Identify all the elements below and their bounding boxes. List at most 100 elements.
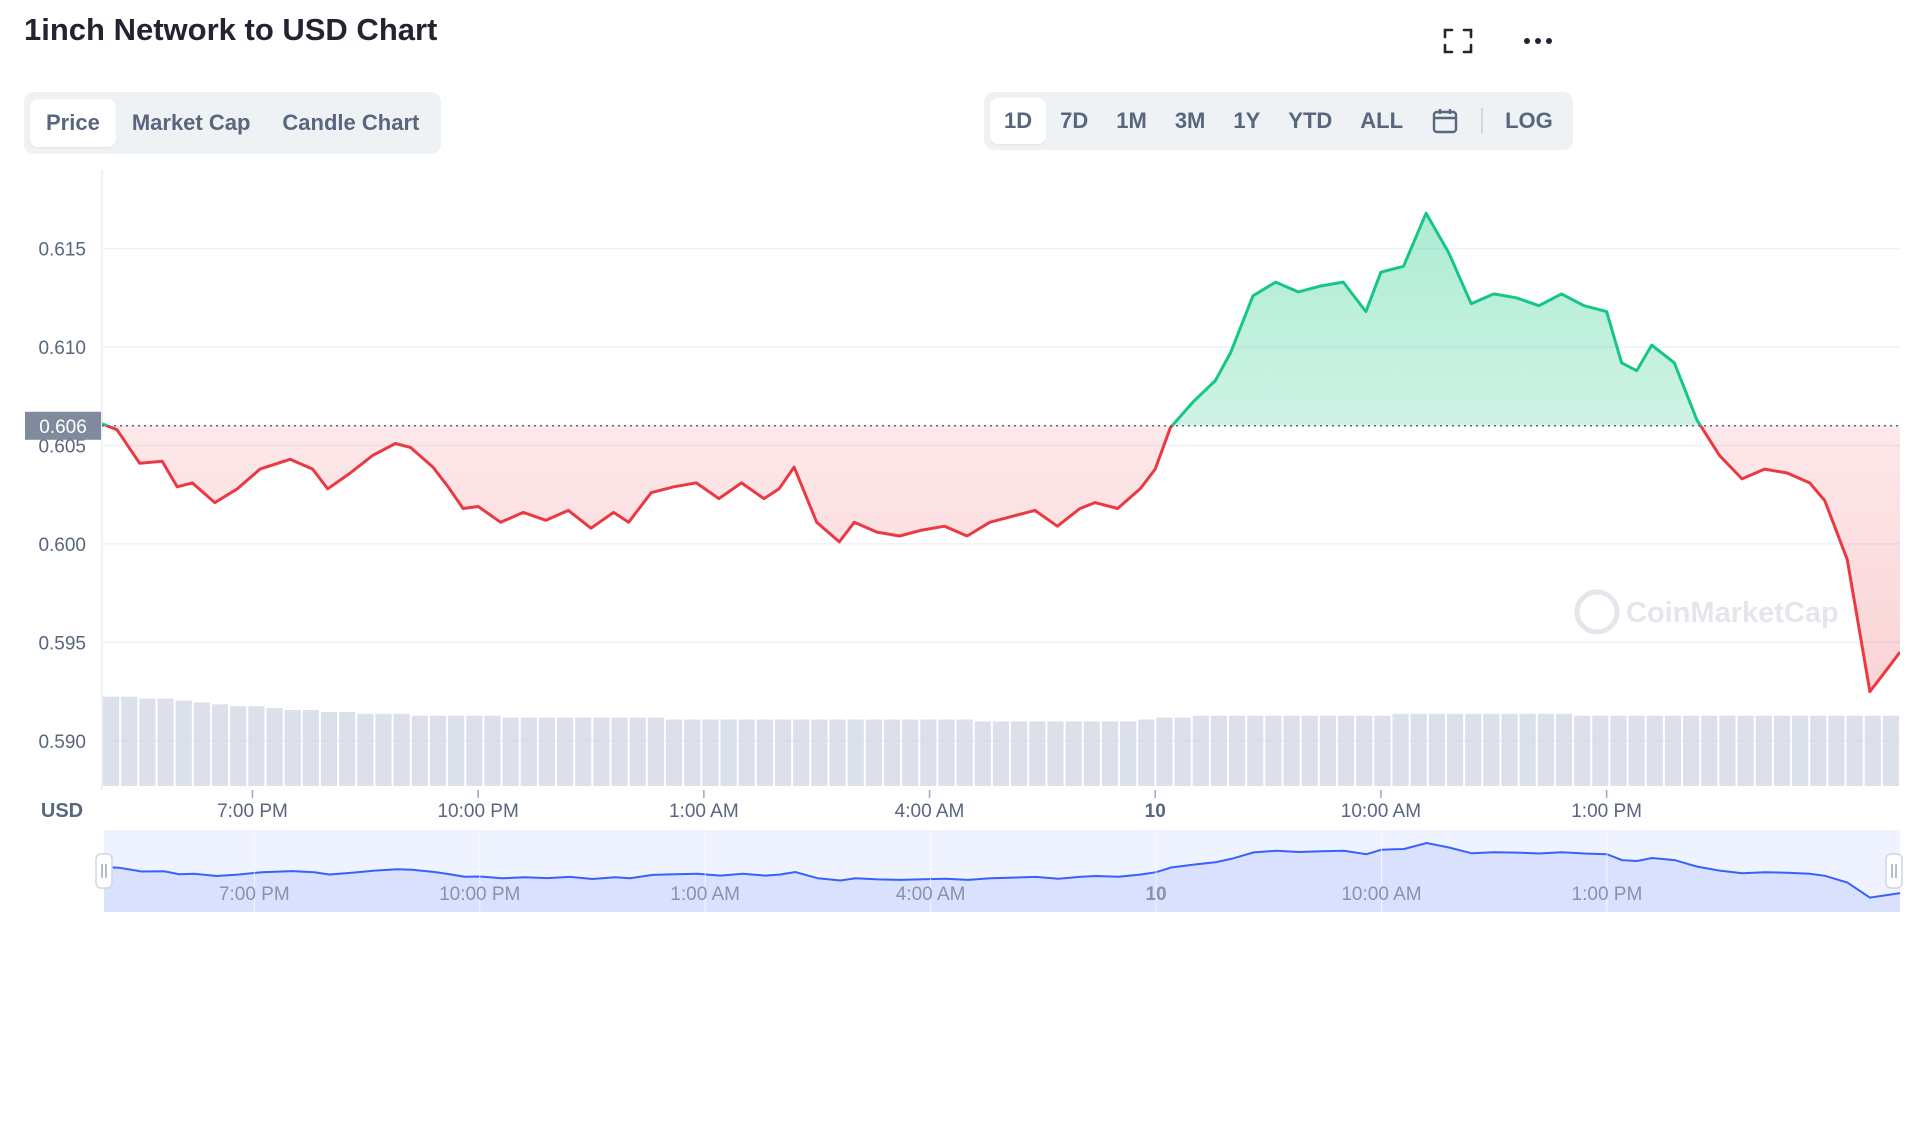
volume-bar: [429, 715, 447, 786]
volume-bar: [1810, 715, 1827, 786]
x-tick-label: 4:00 AM: [895, 801, 965, 822]
navigator-label: 4:00 AM: [896, 884, 966, 905]
volume-bar: [720, 719, 737, 786]
volume-bar: [1755, 715, 1772, 786]
y-tick-label: 0.595: [38, 633, 86, 654]
volume-bar: [992, 721, 1010, 786]
range-1m[interactable]: 1M: [1116, 108, 1147, 133]
volume-bar: [1483, 713, 1500, 786]
tab-price[interactable]: Price: [30, 99, 116, 147]
volume-bar: [811, 719, 828, 786]
volume-bar: [284, 710, 301, 786]
volume-bar: [1446, 713, 1464, 786]
volume-bar: [1628, 715, 1645, 786]
volume-bar: [1083, 721, 1100, 786]
y-tick-label: 0.590: [38, 732, 86, 753]
volume-bar: [738, 719, 755, 786]
x-tick-label: 7:00 PM: [217, 801, 288, 822]
volume-bar: [1664, 715, 1682, 786]
volume-bar: [920, 719, 937, 786]
navigator-label: 7:00 PM: [219, 884, 290, 905]
log-toggle[interactable]: LOG: [1505, 108, 1553, 133]
volume-bar: [157, 698, 174, 786]
volume-bar: [211, 704, 229, 786]
watermark: CoinMarketCap: [1574, 589, 1839, 635]
volume-bar: [1592, 715, 1609, 786]
volume-bar: [375, 713, 392, 786]
volume-bar: [1156, 717, 1173, 786]
page-title: 1inch Network to USD Chart: [24, 12, 438, 47]
volume-bar: [847, 719, 864, 786]
volume-bar: [1356, 715, 1373, 786]
volume-bar: [1374, 715, 1391, 786]
tab-market-cap[interactable]: Market Cap: [131, 110, 251, 135]
volume-bar: [1428, 713, 1445, 786]
volume-bar: [1501, 713, 1518, 786]
volume-bar: [1465, 713, 1482, 786]
chart-type-tabs: Price Market Cap Candle Chart: [24, 92, 442, 154]
range-all[interactable]: ALL: [1360, 108, 1404, 133]
volume-bar: [1029, 721, 1046, 786]
volume-bar: [1864, 715, 1881, 786]
volume-bar: [1555, 713, 1573, 786]
volume-bar: [1519, 713, 1536, 786]
volume-bar: [1174, 717, 1191, 786]
volume-bar: [1410, 713, 1427, 786]
volume-bar: [357, 713, 374, 786]
x-tick-label: 10:00 AM: [1341, 801, 1421, 822]
calendar-icon[interactable]: [1417, 98, 1473, 144]
volume-bar: [320, 711, 338, 786]
volume-bar: [411, 715, 428, 786]
volume-bar: [1301, 715, 1318, 786]
range-ytd[interactable]: YTD: [1288, 108, 1333, 133]
volume-bar: [647, 717, 665, 786]
volume-bar: [557, 717, 574, 786]
volume-bar: [593, 717, 610, 786]
volume-bar: [193, 702, 210, 786]
volume-bar: [1846, 715, 1863, 786]
volume-bar: [956, 719, 973, 786]
range-1d[interactable]: 1D: [990, 98, 1047, 144]
volume-bar: [1047, 721, 1064, 786]
volume-bar: [1011, 721, 1028, 786]
volume-bar: [774, 719, 792, 786]
range-tabs: 1D 7D 1M 3M 1Y YTD ALL LOG: [984, 92, 1573, 150]
range-7d[interactable]: 7D: [1060, 108, 1089, 133]
volume-bar: [393, 713, 410, 786]
price-chart[interactable]: 0.615 0.610 0.605 0.600 0.595 0.590 0.606 CoinM…: [0, 160, 1906, 1126]
navigator-handle-right[interactable]: [1885, 853, 1903, 889]
navigator-handle-left[interactable]: [95, 853, 113, 889]
volume-bar: [1792, 715, 1809, 786]
volume-bar: [575, 717, 592, 786]
volume-bar: [230, 706, 247, 786]
reference-label: 0.606: [39, 417, 87, 438]
tab-candle-chart[interactable]: Candle Chart: [282, 110, 420, 135]
volume-bar: [1537, 713, 1554, 786]
navigator-label: 10:00 AM: [1341, 884, 1421, 905]
volume-bar: [865, 719, 882, 786]
volume-bar: [902, 719, 919, 786]
volume-bar: [103, 696, 120, 786]
volume-bar: [448, 715, 465, 786]
volume-bar: [1719, 715, 1736, 786]
volume-bar: [1646, 715, 1663, 786]
volume-bar: [756, 719, 773, 786]
range-1y[interactable]: 1Y: [1233, 108, 1261, 133]
volume-bar: [1737, 715, 1754, 786]
volume-bar: [1337, 715, 1355, 786]
area-above-reference: [102, 213, 1701, 426]
y-tick-label: 0.600: [38, 535, 86, 556]
more-icon[interactable]: [1520, 26, 1556, 56]
volume-bar: [1701, 715, 1718, 786]
navigator-label: 1:00 PM: [1572, 884, 1643, 905]
navigator-label: 10: [1145, 884, 1166, 905]
volume-bar: [1392, 713, 1409, 786]
navigator-label: 1:00 AM: [670, 884, 740, 905]
navigator-line: [103, 841, 1901, 899]
watermark-logo: [1574, 589, 1620, 635]
price-line-up: [102, 211, 1703, 426]
range-3m[interactable]: 3M: [1174, 108, 1206, 133]
fullscreen-icon[interactable]: [1440, 26, 1476, 56]
volume-bar: [302, 710, 319, 786]
x-tick-label: 10: [1145, 801, 1166, 822]
